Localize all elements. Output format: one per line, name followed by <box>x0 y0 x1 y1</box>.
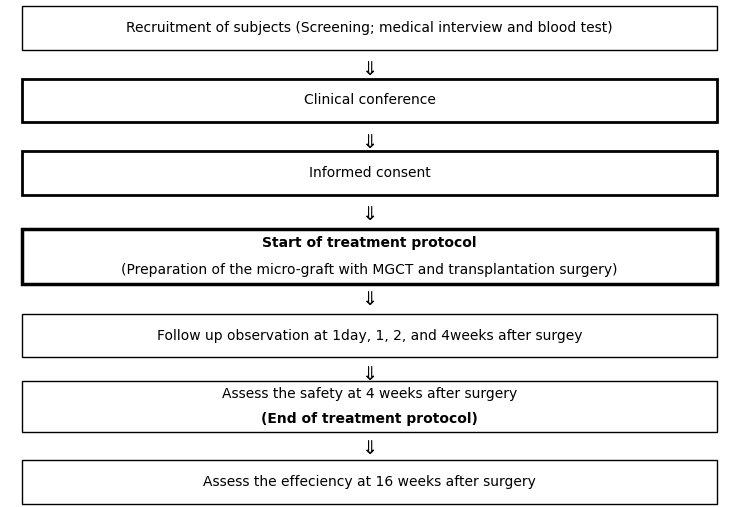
FancyBboxPatch shape <box>22 381 717 432</box>
Text: ⇓: ⇓ <box>361 60 378 79</box>
Text: ⇓: ⇓ <box>361 205 378 224</box>
Text: (Preparation of the micro-graft with MGCT and transplantation surgery): (Preparation of the micro-graft with MGC… <box>121 263 618 276</box>
Text: Informed consent: Informed consent <box>309 166 430 180</box>
Text: Assess the effeciency at 16 weeks after surgery: Assess the effeciency at 16 weeks after … <box>203 475 536 489</box>
Text: ⇓: ⇓ <box>361 439 378 457</box>
FancyBboxPatch shape <box>22 229 717 284</box>
Text: Start of treatment protocol: Start of treatment protocol <box>262 236 477 250</box>
Text: Clinical conference: Clinical conference <box>304 93 435 107</box>
Text: (End of treatment protocol): (End of treatment protocol) <box>261 412 478 426</box>
Text: Follow up observation at 1day, 1, 2, and 4weeks after surgey: Follow up observation at 1day, 1, 2, and… <box>157 329 582 343</box>
FancyBboxPatch shape <box>22 314 717 357</box>
Text: Assess the safety at 4 weeks after surgery: Assess the safety at 4 weeks after surge… <box>222 387 517 402</box>
FancyBboxPatch shape <box>22 152 717 195</box>
Text: ⇓: ⇓ <box>361 132 378 152</box>
FancyBboxPatch shape <box>22 6 717 50</box>
Text: ⇓: ⇓ <box>361 290 378 309</box>
Text: Recruitment of subjects (Screening; medical interview and blood test): Recruitment of subjects (Screening; medi… <box>126 21 613 34</box>
FancyBboxPatch shape <box>22 460 717 503</box>
FancyBboxPatch shape <box>22 79 717 122</box>
Text: ⇓: ⇓ <box>361 365 378 384</box>
